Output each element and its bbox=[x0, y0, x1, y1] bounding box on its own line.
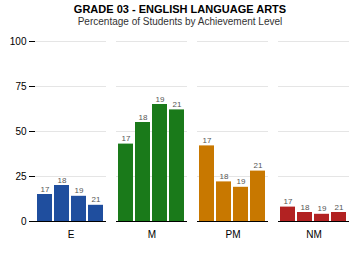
svg-text:18: 18 bbox=[220, 172, 229, 181]
svg-text:PM: PM bbox=[226, 229, 241, 240]
svg-text:18: 18 bbox=[301, 203, 310, 212]
html-text:Percentage of Students by Achi: Percentage of Students by Achievement Le… bbox=[77, 16, 283, 27]
svg-text:0: 0 bbox=[21, 216, 27, 227]
svg-text:19: 19 bbox=[318, 204, 327, 213]
html-text:GRADE 03 - ENGLISH LANGUAGE AR: GRADE 03 - ENGLISH LANGUAGE ARTS bbox=[73, 3, 287, 15]
svg-text:18: 18 bbox=[58, 176, 67, 185]
svg-text:25: 25 bbox=[15, 171, 27, 182]
svg-text:21: 21 bbox=[92, 195, 101, 204]
svg-text:21: 21 bbox=[254, 161, 263, 170]
svg-text:17: 17 bbox=[122, 134, 131, 143]
svg-text:100: 100 bbox=[10, 36, 27, 47]
svg-text:18: 18 bbox=[139, 113, 148, 122]
svg-text:NM: NM bbox=[306, 229, 322, 240]
svg-text:19: 19 bbox=[237, 177, 246, 186]
svg-text:17: 17 bbox=[284, 197, 293, 206]
svg-text:21: 21 bbox=[173, 100, 182, 109]
svg-text:17: 17 bbox=[41, 185, 50, 194]
svg-text:19: 19 bbox=[156, 95, 165, 104]
svg-text:50: 50 bbox=[15, 126, 27, 137]
svg-text:M: M bbox=[148, 229, 156, 240]
svg-text:19: 19 bbox=[75, 186, 84, 195]
svg-text:E: E bbox=[68, 229, 75, 240]
svg-text:17: 17 bbox=[203, 136, 212, 145]
svg-text:75: 75 bbox=[15, 81, 27, 92]
svg-text:21: 21 bbox=[335, 203, 344, 212]
